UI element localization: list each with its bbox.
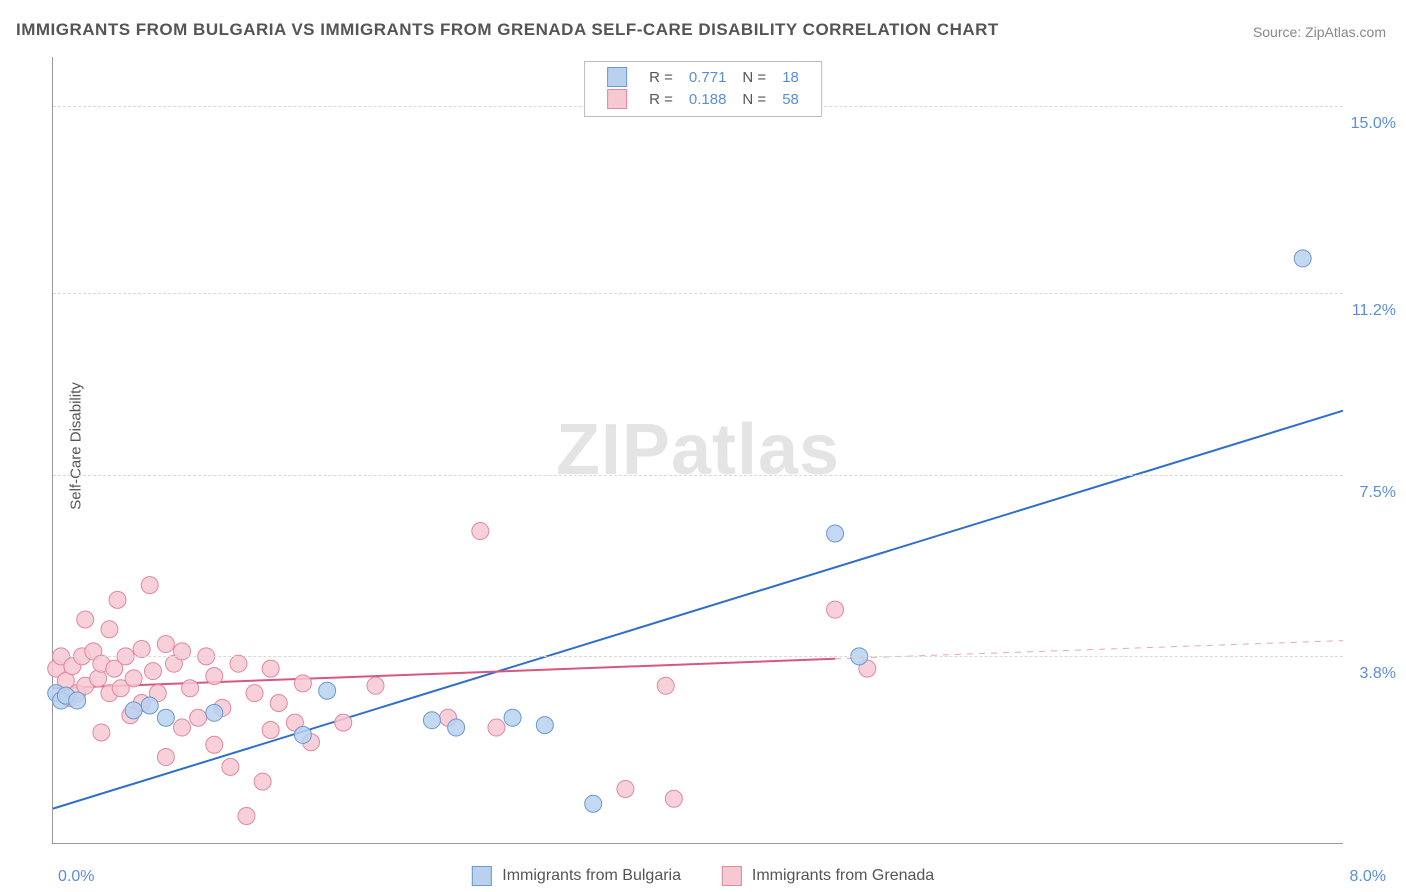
data-point [665, 790, 682, 807]
data-point [101, 621, 118, 638]
data-point [182, 680, 199, 697]
data-point [294, 675, 311, 692]
data-point [238, 807, 255, 824]
data-point [133, 640, 150, 657]
data-point [206, 704, 223, 721]
data-point [254, 773, 271, 790]
r-value-grenada: 0.188 [681, 88, 735, 110]
data-point [262, 722, 279, 739]
legend-row-grenada: R =0.188 N =58 [599, 88, 807, 110]
data-point [294, 726, 311, 743]
data-point [230, 655, 247, 672]
series-legend: Immigrants from Bulgaria Immigrants from… [454, 866, 952, 886]
data-point [144, 663, 161, 680]
data-point [157, 636, 174, 653]
swatch-bulgaria [607, 67, 627, 87]
r-value-bulgaria: 0.771 [681, 66, 735, 88]
gridline [53, 656, 1343, 657]
data-point [617, 780, 634, 797]
data-point [206, 667, 223, 684]
data-point [585, 795, 602, 812]
data-point [1294, 250, 1311, 267]
legend-label: Immigrants from Grenada [752, 867, 934, 884]
y-tick-label: 15.0% [1351, 115, 1396, 133]
x-tick-min: 0.0% [58, 868, 94, 886]
data-point [367, 677, 384, 694]
data-point [270, 694, 287, 711]
swatch-icon [721, 866, 741, 886]
legend-row-bulgaria: R =0.771 N =18 [599, 66, 807, 88]
x-tick-max: 8.0% [1350, 868, 1386, 886]
gridline [53, 293, 1343, 294]
data-point [174, 643, 191, 660]
data-point [448, 719, 465, 736]
swatch-icon [472, 866, 492, 886]
data-point [141, 577, 158, 594]
source-label: Source: ZipAtlas.com [1253, 24, 1386, 40]
y-tick-label: 3.8% [1360, 665, 1396, 683]
data-point [206, 736, 223, 753]
data-point [69, 692, 86, 709]
data-point [90, 670, 107, 687]
data-point [657, 677, 674, 694]
y-tick-label: 7.5% [1360, 484, 1396, 502]
data-point [423, 712, 440, 729]
data-point [190, 709, 207, 726]
data-point [536, 717, 553, 734]
data-point [827, 601, 844, 618]
y-tick-label: 11.2% [1352, 302, 1396, 320]
n-value-bulgaria: 18 [774, 66, 807, 88]
data-point [472, 523, 489, 540]
n-value-grenada: 58 [774, 88, 807, 110]
data-point [262, 660, 279, 677]
data-point [157, 709, 174, 726]
data-point [222, 758, 239, 775]
data-point [125, 670, 142, 687]
legend-label: Immigrants from Bulgaria [502, 867, 681, 884]
data-point [109, 591, 126, 608]
plot-area: ZIPatlas [52, 57, 1343, 844]
data-point [827, 525, 844, 542]
legend-item-grenada: Immigrants from Grenada [721, 867, 934, 884]
data-point [93, 724, 110, 741]
trend-line [53, 411, 1343, 809]
chart-title: IMMIGRANTS FROM BULGARIA VS IMMIGRANTS F… [16, 20, 999, 40]
chart-svg [53, 57, 1343, 843]
swatch-grenada [607, 89, 627, 109]
data-point [141, 697, 158, 714]
correlation-legend: R =0.771 N =18 R =0.188 N =58 [584, 61, 822, 117]
legend-item-bulgaria: Immigrants from Bulgaria [472, 867, 686, 884]
data-point [174, 719, 191, 736]
data-point [246, 685, 263, 702]
data-point [77, 611, 94, 628]
data-point [157, 749, 174, 766]
data-point [335, 714, 352, 731]
data-point [504, 709, 521, 726]
gridline [53, 475, 1343, 476]
data-point [319, 682, 336, 699]
data-point [125, 702, 142, 719]
data-point [488, 719, 505, 736]
